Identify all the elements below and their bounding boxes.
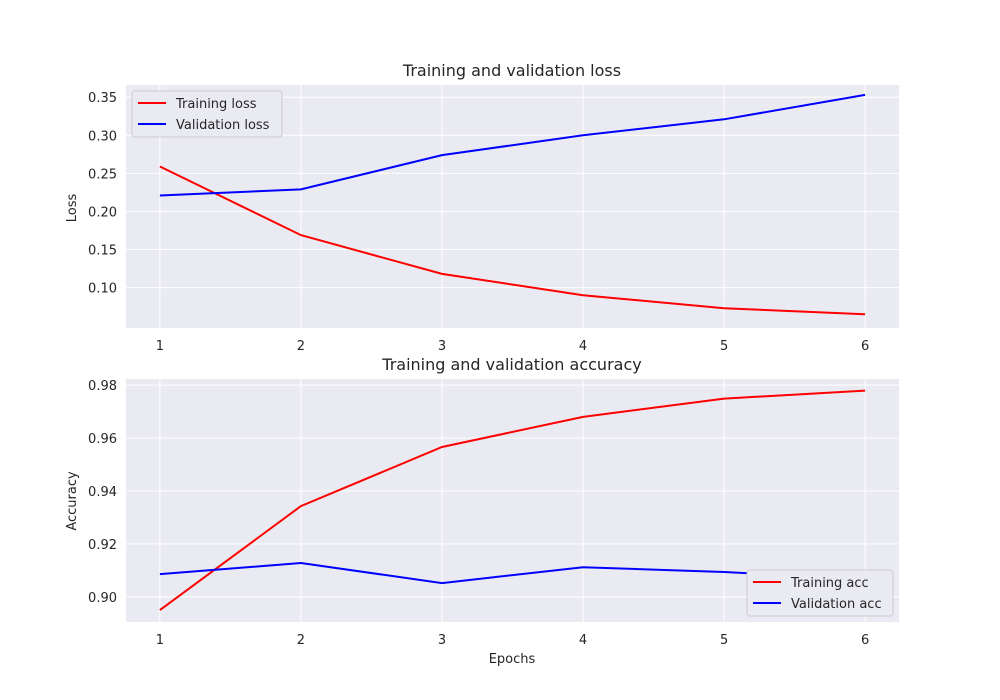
accuracy-x-tick-label: 3 <box>438 633 446 648</box>
accuracy-chart-title: Training and validation accuracy <box>381 355 641 374</box>
accuracy-legend-label: Training acc <box>790 576 869 591</box>
accuracy-y-tick-label: 0.98 <box>88 379 117 394</box>
loss-x-tick-label: 6 <box>861 339 869 354</box>
loss-y-tick-label: 0.25 <box>88 167 117 182</box>
loss-x-tick-label: 5 <box>720 339 728 354</box>
accuracy-x-tick-label: 2 <box>297 633 305 648</box>
accuracy-x-tick-label: 4 <box>579 633 587 648</box>
accuracy-y-axis-label: Accuracy <box>65 471 80 531</box>
accuracy-chart: Training and validation accuracy Accurac… <box>65 355 899 667</box>
loss-y-tick-label: 0.10 <box>88 282 117 297</box>
loss-chart: Training and validation loss Loss 1 2 3 4 5 6… <box>65 61 899 354</box>
loss-y-tick-label: 0.30 <box>88 129 117 144</box>
accuracy-legend: Training acc Validation acc <box>746 569 894 617</box>
accuracy-x-tick-label: 1 <box>156 633 164 648</box>
loss-x-tick-label: 1 <box>156 339 164 354</box>
loss-legend-box <box>131 90 283 138</box>
accuracy-x-tick-label: 5 <box>720 633 728 648</box>
accuracy-y-tick-label: 0.94 <box>88 485 117 500</box>
loss-y-axis-label: Loss <box>65 194 80 223</box>
accuracy-y-tick-label: 0.90 <box>88 591 117 606</box>
loss-y-tick-label: 0.35 <box>88 91 117 106</box>
loss-series-line-training <box>159 165 866 316</box>
loss-legend-label: Validation loss <box>176 118 270 133</box>
loss-legend-label: Training loss <box>175 97 257 112</box>
loss-grid <box>126 85 899 328</box>
loss-chart-title: Training and validation loss <box>402 61 621 80</box>
loss-legend: Training loss Validation loss <box>131 90 283 138</box>
accuracy-legend-label: Validation acc <box>791 597 882 612</box>
loss-x-tick-label: 4 <box>579 339 587 354</box>
accuracy-y-tick-label: 0.92 <box>88 538 117 553</box>
loss-x-tick-label: 3 <box>438 339 446 354</box>
accuracy-series-line-training <box>159 389 866 611</box>
loss-y-tick-label: 0.15 <box>88 244 117 259</box>
accuracy-x-axis-label: Epochs <box>489 652 536 667</box>
loss-y-tick-label: 0.20 <box>88 205 117 220</box>
accuracy-x-tick-label: 6 <box>861 633 869 648</box>
accuracy-legend-box <box>746 569 894 617</box>
loss-series-line-validation <box>159 93 866 197</box>
loss-x-tick-label: 2 <box>297 339 305 354</box>
accuracy-y-tick-label: 0.96 <box>88 432 117 447</box>
